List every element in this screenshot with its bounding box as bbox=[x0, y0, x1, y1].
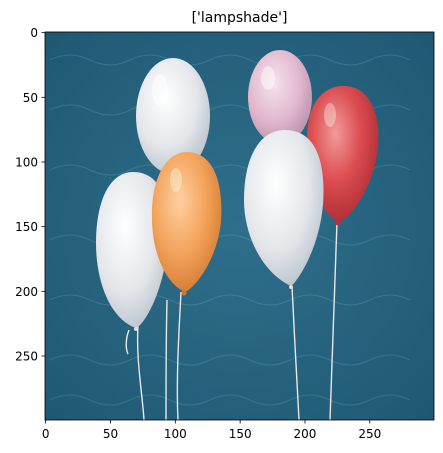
balloon-strings bbox=[125, 221, 338, 420]
balloons-photo bbox=[45, 32, 434, 420]
y-tick-label: 0 bbox=[30, 26, 38, 40]
x-tick-label: 0 bbox=[42, 427, 50, 441]
highlight bbox=[170, 168, 182, 192]
white-balloon-knot bbox=[289, 285, 293, 289]
orange-balloon bbox=[151, 152, 222, 292]
white-balloon-right bbox=[244, 130, 324, 286]
axes-frame bbox=[44, 31, 435, 421]
x-axis-ticks: 0 50 100 150 200 250 bbox=[42, 420, 381, 441]
y-tick-label: 150 bbox=[15, 220, 38, 234]
red-balloon bbox=[307, 86, 379, 222]
highlight bbox=[152, 74, 168, 106]
x-tick-label: 150 bbox=[229, 427, 252, 441]
figure-title: ['lampshade'] bbox=[192, 10, 288, 26]
highlight bbox=[324, 103, 336, 127]
highlight bbox=[261, 66, 275, 90]
pink-balloon bbox=[248, 50, 312, 144]
x-tick-label: 250 bbox=[358, 427, 381, 441]
orange-balloon-knot bbox=[181, 290, 187, 296]
y-tick-label: 250 bbox=[15, 349, 38, 363]
white-left-balloon-knot bbox=[134, 327, 138, 331]
white-balloon-left bbox=[96, 172, 169, 328]
y-tick-label: 100 bbox=[15, 155, 38, 169]
x-tick-label: 200 bbox=[294, 427, 317, 441]
y-axis-ticks: 0 50 100 150 200 250 bbox=[15, 26, 45, 363]
x-tick-label: 50 bbox=[103, 427, 118, 441]
y-tick-label: 200 bbox=[15, 285, 38, 299]
y-tick-label: 50 bbox=[23, 91, 38, 105]
x-tick-label: 100 bbox=[164, 427, 187, 441]
red-balloon-knot bbox=[335, 220, 341, 226]
